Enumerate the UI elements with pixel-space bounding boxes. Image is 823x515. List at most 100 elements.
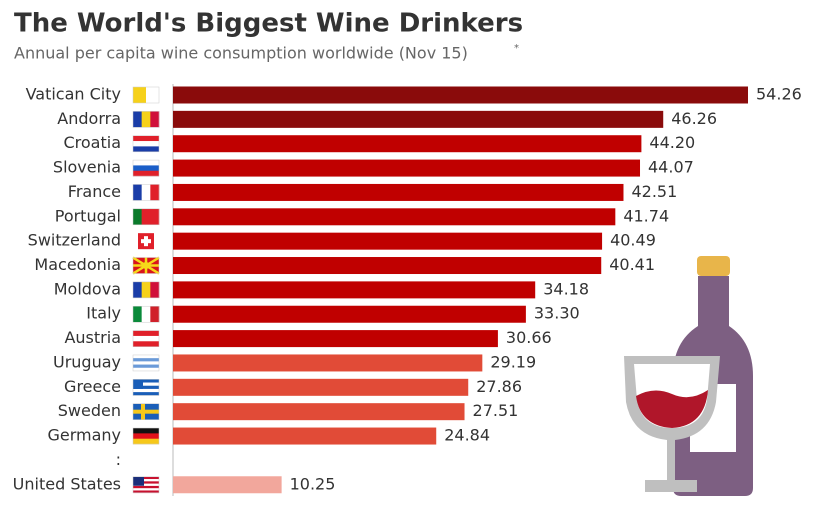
flag [133,184,142,201]
flag [141,111,151,128]
bar [173,305,526,323]
flag [150,281,160,298]
flag [133,87,147,103]
flag [133,388,159,393]
value-label: 27.86 [476,377,522,396]
flag-border [132,111,160,128]
flag [133,330,159,337]
y-tick-label: Switzerland [28,231,121,250]
y-tick-label: Uruguay [53,352,121,371]
flag [133,479,159,482]
value-label: 24.84 [444,426,490,445]
value-label: 44.07 [648,158,694,177]
flag [133,341,159,347]
bar [173,427,437,445]
flag [146,87,160,103]
flag [150,306,160,323]
flag-border [132,305,160,323]
bar [173,159,641,177]
flag [133,428,159,434]
bar [173,208,616,226]
flag [133,481,159,484]
flag [133,170,159,177]
flag [133,476,159,480]
flag [133,208,142,225]
flag [141,184,151,201]
value-label: 40.49 [610,231,656,250]
flag [133,111,142,128]
subtitle-marker: * [514,43,519,54]
value-label: 46.26 [671,109,717,128]
flag [150,208,160,225]
bar [173,378,469,396]
flag [133,354,159,359]
flag [133,382,159,387]
y-tick-label: Greece [64,377,121,396]
flag [141,306,151,323]
bar [173,232,603,250]
value-label: 54.26 [756,85,802,104]
y-tick-label: Slovenia [53,158,121,177]
y-tick-label: Vatican City [26,85,121,104]
flag [133,358,159,362]
y-tick-label: France [68,182,121,201]
flag-border [132,257,160,274]
flag [133,385,159,390]
flag-border [132,281,160,299]
flag-border [132,354,160,372]
flag-border [132,184,160,201]
flag-border [132,208,160,226]
flag [133,146,159,153]
flag [133,485,159,489]
flag [133,476,144,486]
y-tick-label: Moldova [54,279,121,298]
flag [133,364,159,369]
flag [133,483,159,487]
flag-border [132,86,160,104]
flag [141,239,151,244]
chart-title: The World's Biggest Wine Drinkers [14,9,523,39]
y-tick-label: Italy [86,304,121,323]
bar [173,110,664,128]
value-label: 44.20 [649,133,695,152]
flag [133,379,159,383]
value-label: 41.74 [623,206,669,225]
flag [133,141,159,147]
value-label: 40.41 [609,255,655,274]
bar [173,354,483,372]
flag [133,490,159,494]
y-tick-label: Germany [47,426,121,445]
flag [150,184,160,201]
y-tick-label: : [116,450,121,469]
flag [133,367,159,372]
chart-subtitle: Annual per capita wine consumption world… [14,44,468,63]
bar [173,183,624,201]
y-tick-label: Austria [64,328,121,347]
flag [133,392,159,396]
flag-border [132,379,160,396]
flag-border [132,135,160,152]
flag [133,160,159,166]
bar [173,476,282,494]
flag-border [132,330,160,347]
y-tick-label: United States [13,474,121,493]
y-tick-label: Portugal [55,206,121,225]
y-tick-label: Macedonia [34,255,121,274]
flag [133,335,159,342]
flag [133,438,159,445]
wine-illustration [624,256,753,496]
y-tick-label: Sweden [58,401,121,420]
y-tick-label: Andorra [57,109,121,128]
flag-border [132,476,160,494]
flag-border [132,159,160,177]
value-label: 34.18 [543,279,589,298]
flag [141,208,151,225]
value-label: 42.51 [631,182,677,201]
flag-border [132,427,160,445]
bar [173,330,498,348]
bar [173,281,536,299]
flag [133,488,159,491]
flag [133,409,159,414]
